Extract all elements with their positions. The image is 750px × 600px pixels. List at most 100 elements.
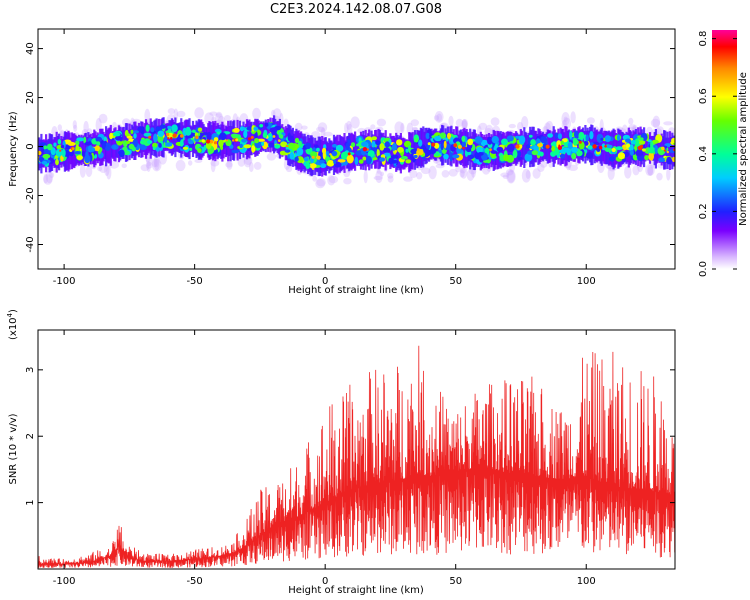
spectrogram-cell-mark bbox=[113, 145, 117, 150]
spectrogram-cell-mark bbox=[186, 126, 191, 130]
spectrogram-peak-mark bbox=[347, 152, 351, 156]
spectrogram-halo-mark bbox=[146, 160, 151, 172]
spectrogram-cell-mark bbox=[150, 127, 155, 133]
spectrogram-peak-mark bbox=[663, 149, 667, 152]
spectrogram-cell-mark bbox=[347, 138, 351, 144]
spectrogram-peak-mark bbox=[209, 139, 214, 144]
spectrogram-cell-mark bbox=[405, 148, 409, 153]
colorbar-axis: 0.0 0.2 0.4 0.6 0.8 bbox=[698, 31, 737, 277]
spectrogram-cell-mark bbox=[408, 145, 411, 152]
spectrogram-halo-mark bbox=[204, 112, 214, 125]
spectrogram-cell-mark bbox=[333, 159, 337, 165]
spectrogram-band-mark bbox=[473, 129, 476, 171]
spectrogram-halo-mark bbox=[376, 118, 387, 127]
spectrogram-peak-mark bbox=[362, 147, 368, 152]
spectrogram-peak-mark bbox=[611, 147, 616, 153]
spectrogram-cell-mark bbox=[55, 148, 63, 157]
spectrogram-cell-mark bbox=[651, 139, 659, 144]
spectrogram-cell-mark bbox=[184, 127, 192, 136]
spectrogram-cell-mark bbox=[303, 157, 309, 162]
spectrogram-halo-mark bbox=[151, 158, 162, 172]
spectrogram-cell-mark bbox=[572, 137, 578, 146]
spectrogram-cell-mark bbox=[164, 135, 168, 144]
spectrogram-cell-mark bbox=[354, 156, 359, 165]
spectrogram-band-mark bbox=[245, 119, 249, 160]
snr-scale-label: (x104) bbox=[6, 309, 19, 340]
spectrogram-peak-mark bbox=[148, 135, 152, 139]
spectrogram-x-label: Height of straight line (km) bbox=[288, 285, 424, 296]
spectrogram-cell-mark bbox=[67, 141, 76, 146]
spectrogram-halo-mark bbox=[490, 117, 500, 126]
spectrogram-halo-mark bbox=[586, 117, 595, 124]
spectrogram-cell-mark bbox=[604, 135, 611, 143]
spectrogram-band-mark bbox=[149, 118, 152, 159]
colorbar-tick-label: 0.0 bbox=[698, 261, 709, 277]
spectrogram-cell-mark bbox=[375, 140, 381, 146]
spectrogram-halo-mark bbox=[403, 176, 413, 182]
spectrogram-cell-mark bbox=[180, 139, 184, 147]
spectrogram-cell-mark bbox=[61, 148, 66, 158]
spectrogram-cell-mark bbox=[638, 137, 644, 141]
spectrogram-cell-mark bbox=[257, 138, 265, 142]
spectrogram-band-mark bbox=[260, 121, 263, 152]
y-tick-label: 0 bbox=[25, 143, 36, 149]
spectrogram-cell-mark bbox=[560, 140, 564, 145]
spectrogram-halo-mark bbox=[152, 158, 158, 168]
spectrogram-cell-mark bbox=[524, 153, 533, 162]
spectrogram-halo-mark bbox=[521, 116, 529, 129]
spectrogram-cell-mark bbox=[635, 149, 644, 157]
spectrogram-halo-mark bbox=[508, 123, 516, 129]
spectrogram-cell-mark bbox=[83, 136, 87, 144]
spectrogram-cell-mark bbox=[165, 142, 173, 147]
spectrogram-cell-mark bbox=[122, 146, 128, 151]
spectrogram-halo-mark bbox=[394, 121, 404, 134]
spectrogram-y-axis: -40 -20 0 20 40 bbox=[25, 42, 675, 253]
spectrogram-halo-mark bbox=[434, 111, 444, 123]
spectrogram-cell-mark bbox=[65, 144, 71, 150]
spectrogram-cell-mark bbox=[159, 124, 166, 129]
spectrogram-halo-mark bbox=[175, 159, 186, 172]
spectrogram-halo-mark bbox=[271, 109, 276, 117]
spectrogram-halo-mark bbox=[647, 166, 654, 176]
spectrogram-peak-mark bbox=[72, 147, 75, 151]
spectrogram-cell-mark bbox=[547, 133, 553, 138]
x-tick-label: -100 bbox=[53, 576, 76, 587]
spectrogram-band-mark bbox=[522, 135, 525, 160]
spectrogram-cell-mark bbox=[629, 149, 634, 156]
spectrogram-cell-mark bbox=[537, 143, 543, 148]
spectrogram-peak-mark bbox=[462, 146, 465, 150]
spectrogram-peak-mark bbox=[623, 144, 627, 148]
spectrogram-cell-mark bbox=[279, 134, 284, 139]
spectrogram-halo-mark bbox=[376, 168, 381, 174]
spectrogram-halo-mark bbox=[666, 168, 671, 181]
spectrogram-peak-mark bbox=[604, 145, 607, 148]
spectrogram-cell-mark bbox=[383, 152, 391, 157]
spectrogram-cell-mark bbox=[157, 130, 165, 137]
spectrogram-band-mark bbox=[150, 121, 153, 156]
spectrogram-halo-mark bbox=[652, 115, 661, 129]
spectrogram-cell-mark bbox=[243, 130, 248, 139]
spectrogram-cell-mark bbox=[414, 137, 419, 143]
spectrogram-cell-mark bbox=[625, 138, 631, 143]
spectrogram-cell-mark bbox=[639, 140, 646, 145]
spectrogram-cell-mark bbox=[84, 154, 91, 164]
spectrogram-cell-mark bbox=[367, 150, 375, 158]
spectrogram-cell-mark bbox=[147, 140, 153, 144]
spectrogram-cell-mark bbox=[518, 135, 526, 144]
spectrogram-peak-mark bbox=[170, 137, 173, 140]
spectrogram-halo-mark bbox=[72, 120, 77, 129]
spectrogram-band-mark bbox=[667, 137, 670, 164]
spectrogram-cell-mark bbox=[476, 146, 483, 154]
spectrogram-peak-mark bbox=[195, 135, 199, 140]
spectrogram-halo-mark bbox=[645, 164, 654, 176]
spectrogram-peak-mark bbox=[558, 144, 561, 147]
spectrogram-halo-mark bbox=[568, 164, 578, 171]
spectrogram-cell-mark bbox=[346, 154, 354, 164]
spectrogram-halo-mark bbox=[521, 168, 531, 183]
x-tick-label: 100 bbox=[577, 576, 596, 587]
spectrogram-peak-mark bbox=[329, 153, 332, 156]
spectrogram-halo-mark bbox=[252, 107, 261, 120]
spectrogram-halo-mark bbox=[210, 159, 220, 167]
spectrogram-cell-mark bbox=[203, 144, 207, 151]
